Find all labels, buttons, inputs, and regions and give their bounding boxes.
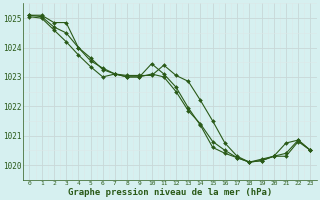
X-axis label: Graphe pression niveau de la mer (hPa): Graphe pression niveau de la mer (hPa)	[68, 188, 272, 197]
